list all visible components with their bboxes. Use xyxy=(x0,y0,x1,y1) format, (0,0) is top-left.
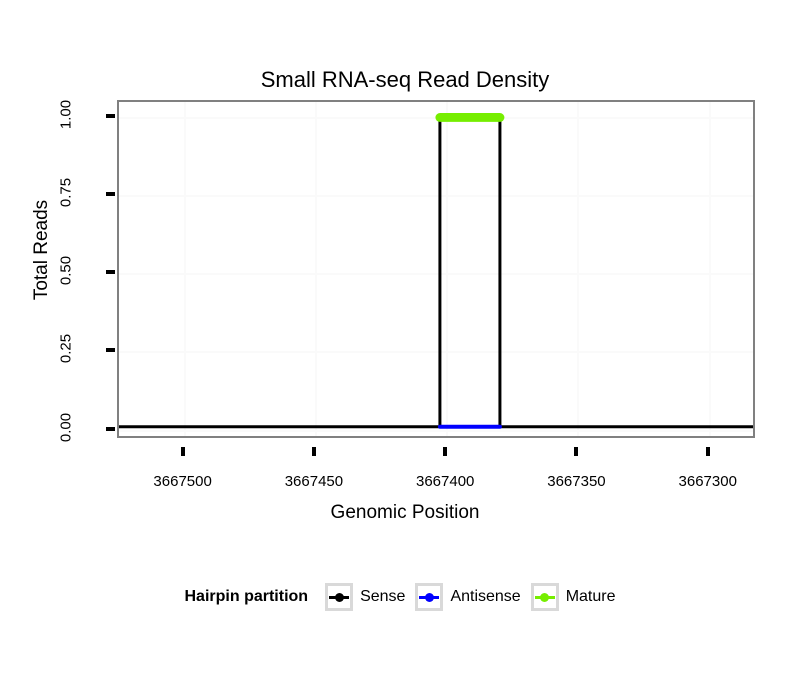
x-tick-mark xyxy=(574,447,579,456)
legend-key-dot-icon xyxy=(540,592,550,602)
legend-title: Hairpin partition xyxy=(184,588,309,605)
x-tick-mark xyxy=(311,447,316,456)
y-tick-label: 0.25 xyxy=(57,334,75,364)
legend-item-mature[interactable]: Mature xyxy=(530,583,616,611)
gridline-vertical xyxy=(577,102,580,436)
gridline-horizontal xyxy=(119,351,753,354)
legend-item-sense[interactable]: Sense xyxy=(325,583,405,611)
y-tick-label: 0.50 xyxy=(57,256,75,286)
gridline-vertical xyxy=(183,102,186,436)
y-tick-mark xyxy=(106,426,115,431)
legend-label: Mature xyxy=(565,588,616,605)
gridline-horizontal xyxy=(119,273,753,276)
y-tick-mark xyxy=(106,348,115,353)
gridline-vertical xyxy=(314,102,317,436)
legend: Hairpin partition Sense Antisense Mature xyxy=(0,583,810,611)
legend-key-icon xyxy=(530,583,559,611)
gridline-horizontal xyxy=(119,194,753,197)
x-tick-mark xyxy=(180,447,185,456)
legend-label: Sense xyxy=(360,588,406,605)
x-tick-mark xyxy=(705,447,710,456)
x-tick-label: 3667400 xyxy=(415,473,475,490)
y-tick-label: 0.00 xyxy=(57,412,75,442)
y-tick-label: 0.75 xyxy=(57,177,75,207)
page-title: Small RNA-seq Read Density xyxy=(260,67,550,92)
y-axis-label: Total Reads xyxy=(31,199,52,301)
y-tick-mark xyxy=(106,270,115,275)
y-tick-mark xyxy=(106,191,115,196)
x-tick-label: 3667300 xyxy=(678,473,737,490)
plot-panel xyxy=(117,100,755,438)
x-axis-label: Genomic Position xyxy=(330,502,480,523)
series-line-sense xyxy=(119,115,753,429)
x-tick-label: 3667450 xyxy=(284,473,344,490)
legend-key-icon xyxy=(325,583,354,611)
gridline-vertical xyxy=(446,102,449,436)
legend-label: Antisense xyxy=(450,588,521,605)
x-tick-label: 3667350 xyxy=(547,473,606,490)
data-series-layer xyxy=(119,113,753,429)
y-tick-mark xyxy=(106,113,115,118)
x-tick-label: 3667500 xyxy=(153,473,212,490)
legend-key-dot-icon xyxy=(424,592,434,602)
legend-key-icon xyxy=(415,583,444,611)
legend-entries: Sense Antisense Mature xyxy=(325,583,625,611)
legend-key-dot-icon xyxy=(334,592,344,602)
gridline-vertical xyxy=(708,102,711,436)
y-tick-label: 1.00 xyxy=(57,99,75,129)
legend-item-antisense[interactable]: Antisense xyxy=(415,583,521,611)
gridline-horizontal xyxy=(119,429,753,432)
x-tick-mark xyxy=(443,447,448,456)
